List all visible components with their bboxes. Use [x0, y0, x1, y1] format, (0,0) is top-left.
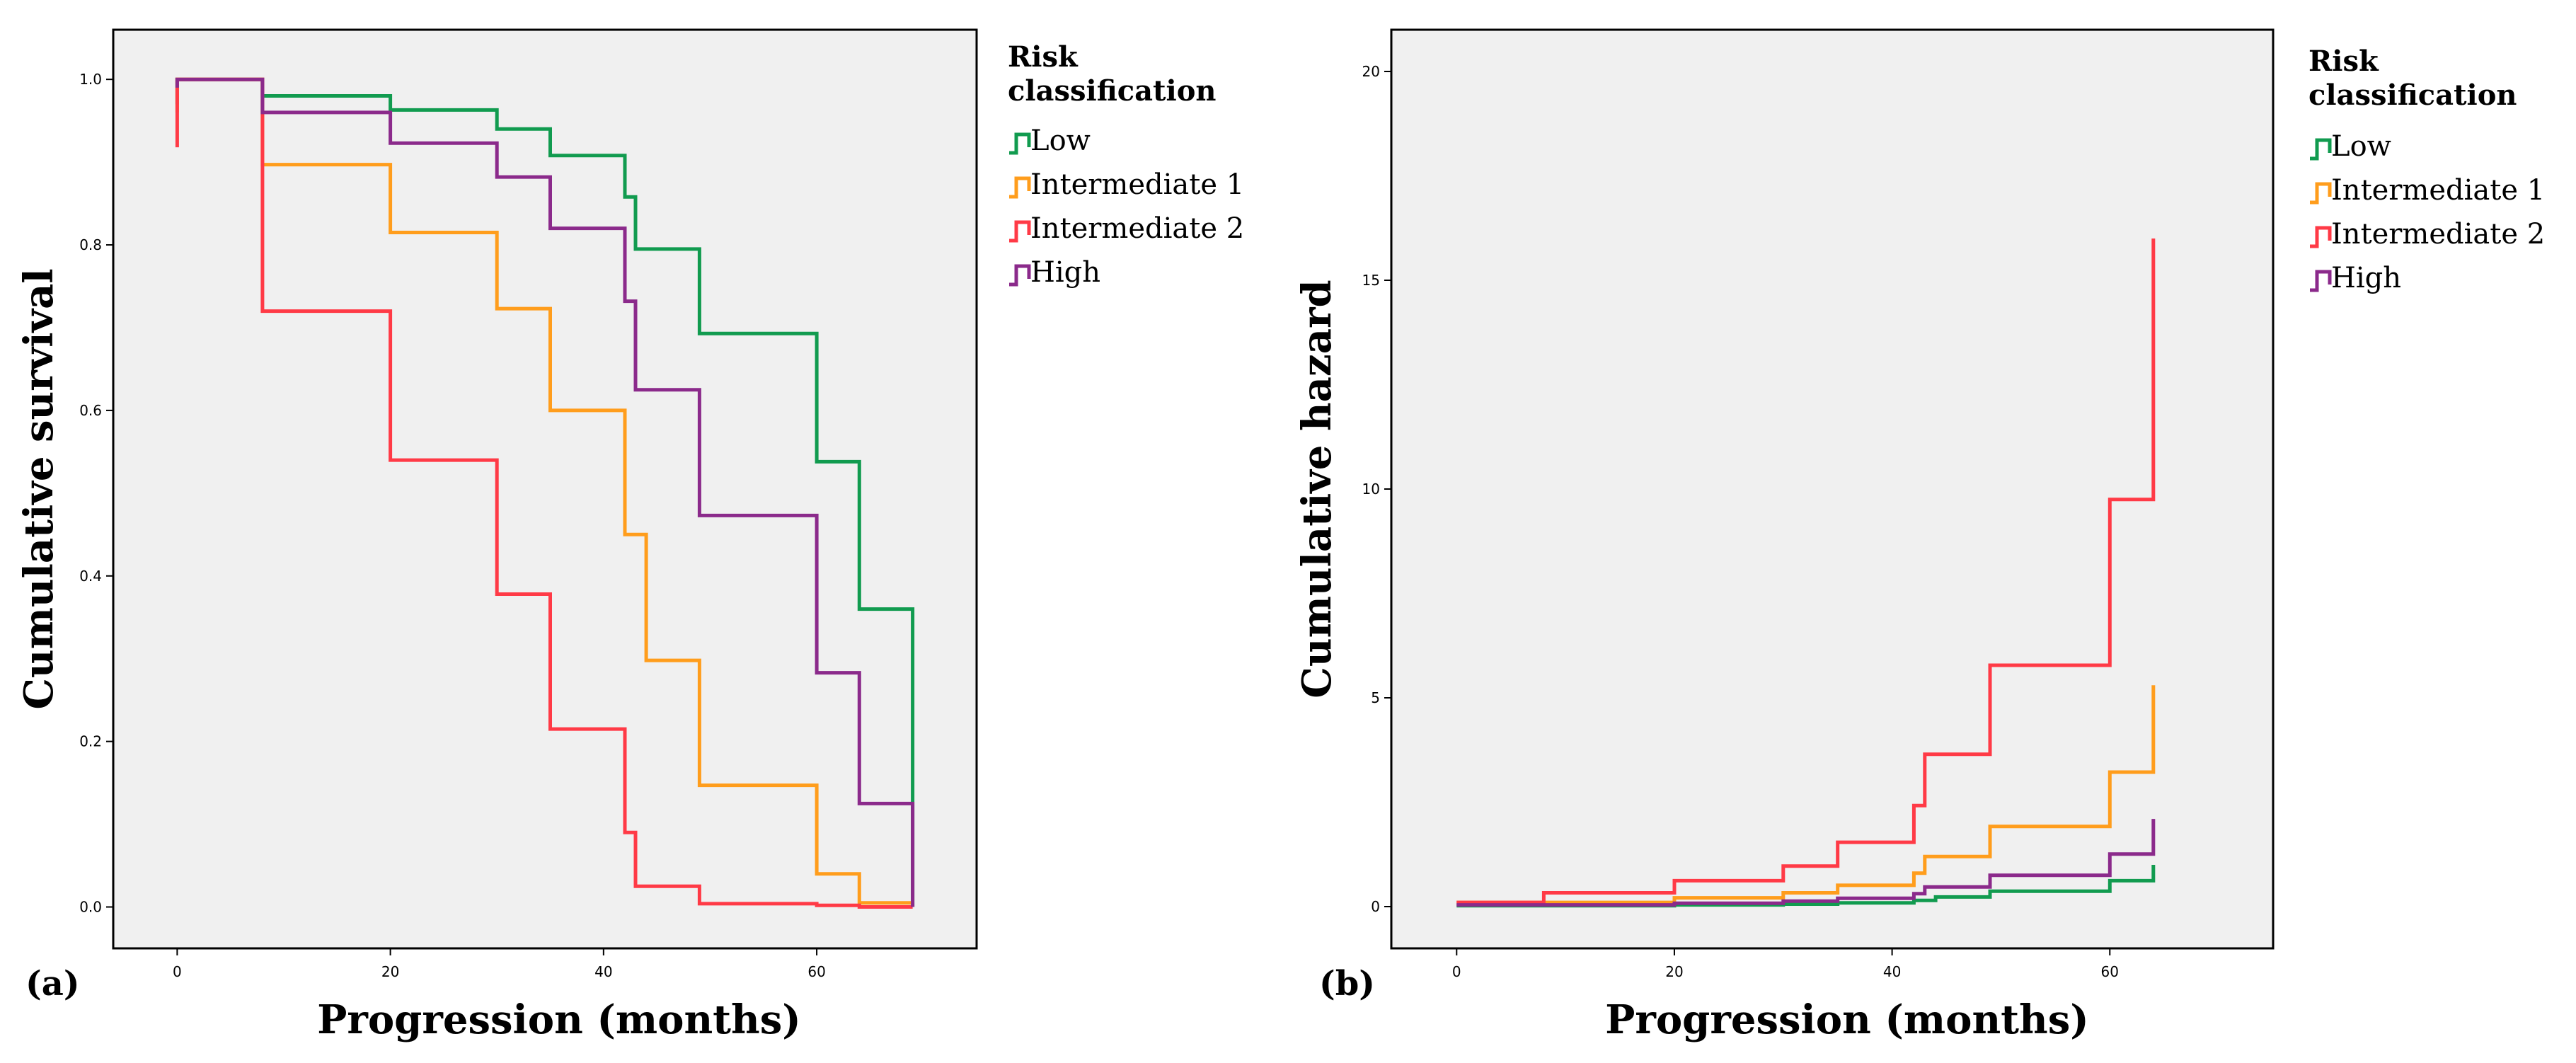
x-axis-ticks: 0 20 40 60 [173, 948, 826, 980]
x-axis-ticks: 0 20 40 60 [1452, 948, 2119, 980]
y-tick-label: 1.0 [79, 71, 102, 88]
y-tick-label: 0.8 [79, 236, 102, 253]
series-line-intermediate-2 [175, 77, 913, 909]
legend-item-intermediate-1: Intermediate 1 [1009, 168, 1244, 201]
legend-item-high: High [2310, 262, 2401, 294]
y-axis-ticks: 0 5 10 15 20 [1362, 63, 1391, 915]
series-lines [1456, 239, 2156, 908]
y-tick-label: 20 [1362, 63, 1380, 80]
legend-title-line-1: Risk [1008, 40, 1079, 74]
x-tick-label: 20 [1665, 963, 1683, 980]
series-line-high [175, 77, 915, 907]
legend-item-intermediate-1: Intermediate 1 [2310, 174, 2545, 207]
panel-label-a: (a) [25, 964, 80, 1004]
y-tick-label: 10 [1362, 481, 1380, 498]
series-line-intermediate-1 [175, 77, 913, 905]
x-tick-label: 0 [1452, 963, 1461, 980]
series-lines [175, 77, 915, 909]
legend-item-intermediate-2: Intermediate 2 [1009, 212, 1244, 245]
x-tick-label: 40 [594, 963, 612, 980]
y-tick-label: 0 [1371, 898, 1380, 915]
legend-label: High [2331, 262, 2401, 294]
legend-swatch [1009, 176, 1031, 199]
legend-label: Intermediate 2 [1030, 212, 1244, 245]
x-tick-label: 20 [381, 963, 399, 980]
y-tick-label: 0.2 [79, 733, 102, 750]
plot-area [112, 28, 978, 950]
legend-swatch [2310, 270, 2332, 292]
legend-swatch [2310, 138, 2332, 161]
legend-item-intermediate-2: Intermediate 2 [2310, 218, 2545, 251]
y-tick-label: 5 [1371, 689, 1380, 706]
panel-b-hazard-chart: 0 5 10 15 20 0 20 40 60 Cumulative hazard Progr… [1294, 28, 2545, 1043]
legend-swatch [1009, 132, 1031, 155]
legend-title-line-2: classification [1008, 74, 1217, 108]
legend-swatch [1009, 264, 1031, 287]
y-axis-title: Cumulative hazard [1294, 280, 1340, 698]
series-line-intermediate-1 [1456, 685, 2156, 904]
legend-item-low: Low [1009, 125, 1091, 157]
y-axis-title: Cumulative survival [16, 268, 62, 709]
legend-label: Low [2331, 130, 2391, 163]
legend: Risk classification Low Intermediate 1 Int… [1008, 40, 1244, 289]
x-axis-title: Progression (months) [317, 996, 801, 1043]
x-tick-label: 40 [1883, 963, 1901, 980]
legend-label: Intermediate 1 [1030, 168, 1244, 201]
series-line-high [1456, 819, 2156, 907]
panel-label-b: (b) [1319, 964, 1375, 1004]
x-tick-label: 60 [807, 963, 825, 980]
series-line-intermediate-2 [1456, 239, 2156, 904]
legend-item-high: High [1009, 256, 1100, 289]
x-tick-label: 60 [2101, 963, 2119, 980]
legend-label: Intermediate 1 [2331, 174, 2545, 207]
legend-label: Low [1030, 125, 1091, 157]
legend-label: High [1030, 256, 1100, 289]
legend-item-low: Low [2310, 130, 2391, 163]
legend-label: Intermediate 2 [2331, 218, 2545, 251]
legend-swatch [2310, 182, 2332, 205]
y-tick-label: 0.4 [79, 568, 102, 585]
y-tick-label: 0.6 [79, 402, 102, 419]
legend-title-line-2: classification [2308, 79, 2517, 112]
legend-swatch [1009, 220, 1031, 243]
y-axis-ticks: 0.0 0.2 0.4 0.6 0.8 1.0 [79, 71, 113, 916]
legend: Risk classification Low Intermediate 1 Int… [2308, 45, 2545, 294]
panel-a-survival-chart: 0.0 0.2 0.4 0.6 0.8 1.0 0 20 40 60 Cumulative su… [16, 28, 1244, 1043]
plot-area [1390, 28, 2275, 950]
x-tick-label: 0 [173, 963, 182, 980]
legend-swatch [2310, 226, 2332, 248]
y-tick-label: 15 [1362, 272, 1380, 289]
x-axis-title: Progression (months) [1605, 996, 2089, 1043]
legend-title-line-1: Risk [2308, 45, 2379, 78]
y-tick-label: 0.0 [79, 899, 102, 916]
series-line-low [175, 77, 915, 907]
